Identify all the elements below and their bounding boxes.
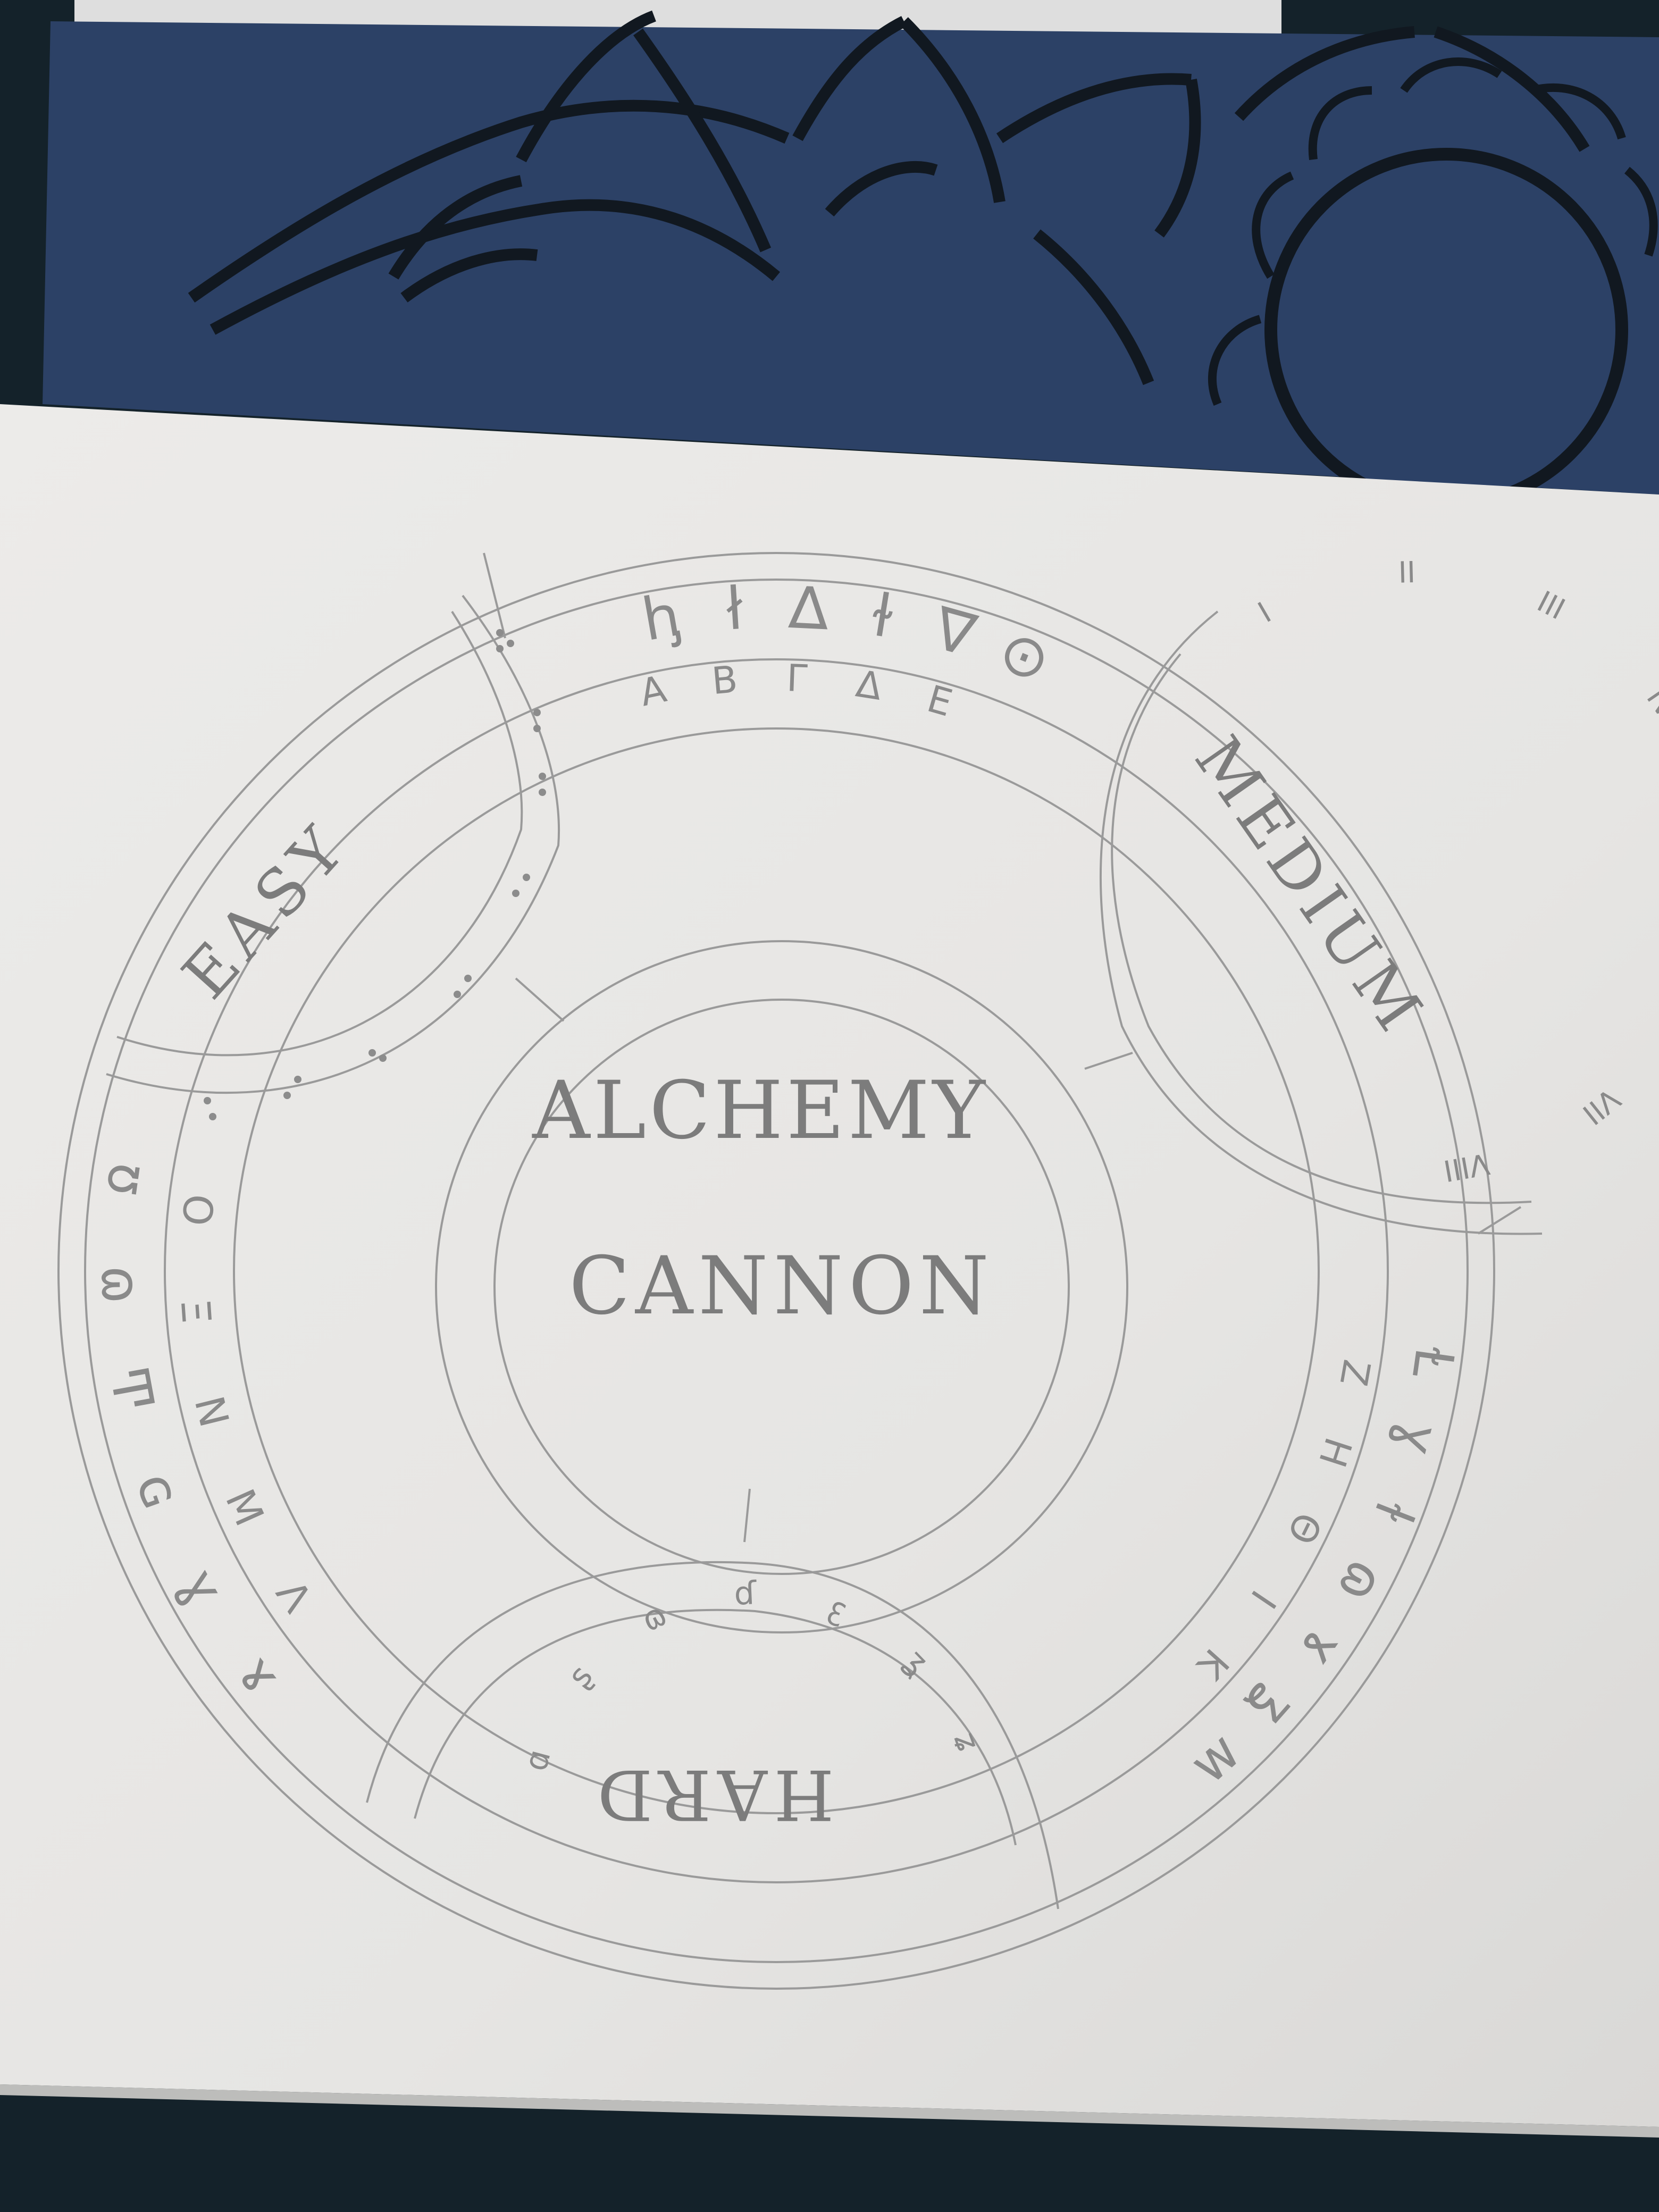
book-pattern-circle [1264,148,1628,512]
inner-circle-outer [435,940,1128,1633]
top-greek-1: B [710,657,739,703]
inner-circle [493,999,1070,1575]
title-cannon: CANNON [569,1240,994,1333]
book-pattern [188,10,1590,386]
top-symbol-2: ∆ [787,573,830,643]
hard-mark-3: ɗ [733,1574,758,1613]
left-greek-0: Ο [173,1192,223,1228]
top-greek-2: Γ [786,656,808,700]
left-symbol-1: ɷ [89,1264,152,1304]
medium-numeral-7: VIII [1441,1146,1492,1188]
left-symbol-2: Ͳ [97,1361,166,1418]
outer-ring [57,552,1495,1990]
title-alchemy: ALCHEMY [532,1065,988,1157]
alchemy-wheel-drawing [57,552,1543,1990]
book-cover [43,21,1659,495]
medium-numeral-1: II [1398,555,1416,590]
easy-dots [204,629,546,1120]
left-greek-1: Ξ [172,1297,220,1326]
label-hard: HARD [591,1754,834,1835]
